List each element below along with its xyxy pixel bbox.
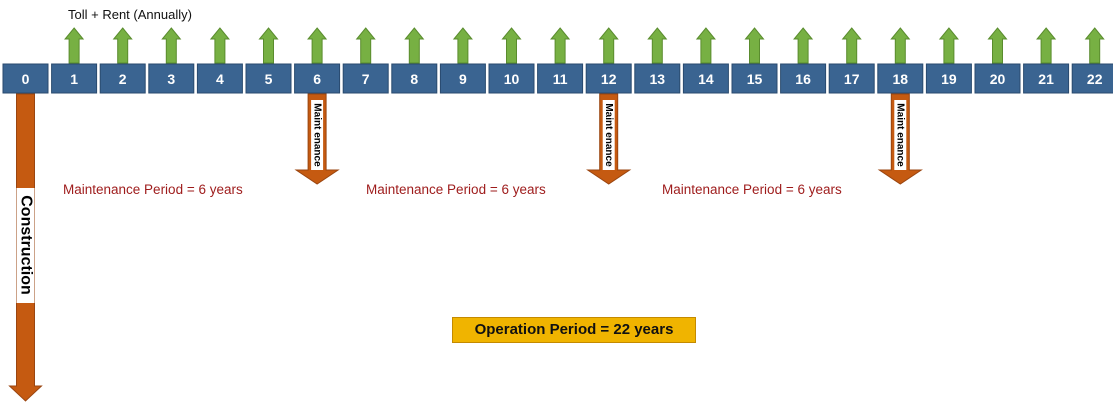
year-label: 11 [553, 71, 568, 87]
year-label: 4 [216, 71, 224, 87]
income-arrow-icon [501, 27, 522, 64]
year-label: 5 [265, 71, 273, 87]
maintenance-arrow-label: Maint enance [311, 103, 322, 167]
year-label: 9 [459, 71, 467, 87]
income-label: Toll + Rent (Annually) [68, 7, 192, 22]
year-label: 13 [650, 71, 666, 87]
year-box-13: 13 [634, 63, 681, 94]
operation-period-box: Operation Period = 22 years [452, 317, 696, 343]
year-label: 8 [410, 71, 418, 87]
year-label: 15 [747, 71, 763, 87]
year-box-4: 4 [196, 63, 243, 94]
maintenance-period-label-1: Maintenance Period = 6 years [63, 182, 243, 197]
income-arrow-icon [841, 27, 862, 64]
year-box-16: 16 [780, 63, 827, 94]
year-box-18: 18 [877, 63, 924, 94]
year-label: 16 [795, 71, 811, 87]
income-arrow-icon [307, 27, 328, 64]
year-label: 1 [70, 71, 78, 87]
year-label: 6 [313, 71, 321, 87]
year-box-12: 12 [585, 63, 632, 94]
year-label: 7 [362, 71, 370, 87]
income-arrow-icon [598, 27, 619, 64]
income-arrow-icon [404, 27, 425, 64]
year-label: 19 [941, 71, 957, 87]
year-box-14: 14 [682, 63, 729, 94]
year-box-17: 17 [828, 63, 875, 94]
year-box-20: 20 [974, 63, 1021, 94]
income-arrow-icon [209, 27, 230, 64]
income-arrow-icon [258, 27, 279, 64]
maintenance-arrow-year-18: Maint enance [877, 93, 923, 185]
income-arrow-icon [890, 27, 911, 64]
year-box-8: 8 [391, 63, 438, 94]
income-arrow-icon [161, 27, 182, 64]
year-label: 21 [1038, 71, 1054, 87]
year-label: 3 [167, 71, 175, 87]
income-arrow-icon [64, 27, 85, 64]
income-arrow-icon [695, 27, 716, 64]
year-label: 12 [601, 71, 617, 87]
construction-arrow: Construction [8, 93, 43, 402]
year-box-10: 10 [488, 63, 535, 94]
income-arrow-icon [744, 27, 765, 64]
income-arrow-icon [793, 27, 814, 64]
year-box-2: 2 [99, 63, 146, 94]
year-label: 2 [119, 71, 127, 87]
maintenance-period-label-2: Maintenance Period = 6 years [366, 182, 546, 197]
maintenance-period-label-3: Maintenance Period = 6 years [662, 182, 842, 197]
year-box-11: 11 [537, 63, 584, 94]
year-label: 22 [1087, 71, 1103, 87]
year-box-19: 19 [925, 63, 972, 94]
year-label: 14 [698, 71, 714, 87]
year-box-0: 0 [2, 63, 49, 94]
maintenance-arrow-year-6: Maint enance [294, 93, 340, 185]
year-box-3: 3 [148, 63, 195, 94]
year-box-6: 6 [294, 63, 341, 94]
income-arrow-icon [355, 27, 376, 64]
year-box-1: 1 [51, 63, 98, 94]
income-arrow-icon [112, 27, 133, 64]
income-arrow-icon [647, 27, 668, 64]
income-arrow-icon [938, 27, 959, 64]
income-arrow-icon [1036, 27, 1057, 64]
year-box-15: 15 [731, 63, 778, 94]
year-label: 18 [893, 71, 909, 87]
maintenance-arrow-year-12: Maint enance [586, 93, 632, 185]
year-label: 10 [504, 71, 520, 87]
income-arrow-icon [550, 27, 571, 64]
year-label: 17 [844, 71, 860, 87]
year-box-7: 7 [342, 63, 389, 94]
year-box-21: 21 [1023, 63, 1070, 94]
maintenance-arrow-label: Maint enance [895, 103, 906, 167]
construction-label: Construction [17, 195, 34, 295]
maintenance-arrow-label: Maint enance [603, 103, 614, 167]
year-box-5: 5 [245, 63, 292, 94]
year-label: 0 [22, 71, 30, 87]
year-box-9: 9 [439, 63, 486, 94]
income-arrow-icon [1084, 27, 1105, 64]
year-label: 20 [990, 71, 1006, 87]
year-box-22: 22 [1071, 63, 1113, 94]
income-arrow-icon [452, 27, 473, 64]
income-arrow-icon [987, 27, 1008, 64]
